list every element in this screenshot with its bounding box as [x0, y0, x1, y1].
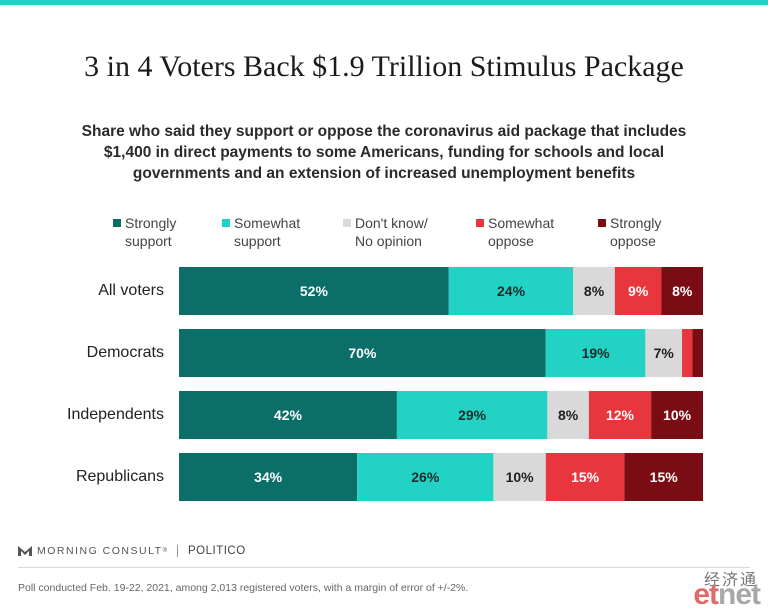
bar-segment: [179, 391, 397, 439]
bar-segment: [682, 329, 693, 377]
legend-swatch: [222, 219, 230, 227]
data-label: 12%: [606, 407, 635, 423]
registered-mark: ®: [162, 548, 167, 554]
legend-item: Somewhat oppose: [476, 214, 554, 250]
bar-segment: [651, 391, 703, 439]
legend-item: Somewhat support: [222, 214, 300, 250]
politico-brand: POLITICO: [187, 545, 246, 557]
chart-subtitle: Share who said they support or oppose th…: [81, 123, 687, 182]
legend-swatch: [343, 219, 351, 227]
bar-segment: [357, 453, 494, 501]
data-label: 7%: [654, 345, 675, 361]
bar-segment: [396, 391, 548, 439]
footer-logos: MORNING CONSULT ® POLITICO: [18, 545, 246, 557]
legend-label: Somewhat oppose: [488, 215, 555, 249]
top-accent-bar: [0, 0, 768, 5]
data-label: 42%: [274, 407, 303, 423]
row-label: Democrats: [86, 344, 164, 361]
legend-swatch: [598, 219, 606, 227]
watermark-chinese: 经济通: [703, 572, 758, 589]
bar-segment: [588, 391, 652, 439]
bar-segment: [545, 329, 646, 377]
data-label: 15%: [650, 469, 679, 485]
bar-segment: [179, 453, 358, 501]
legend-swatch: [113, 219, 121, 227]
data-label: 8%: [584, 283, 605, 299]
footer-rule: [18, 567, 750, 568]
bar-segment: [573, 267, 615, 315]
bar-segment: [547, 391, 589, 439]
row-label: Independents: [67, 406, 164, 423]
chart-legend: Strongly support Somewhat support Don't kn…: [0, 214, 768, 254]
bar-segment: [614, 267, 662, 315]
data-label: 8%: [672, 283, 693, 299]
data-label: 10%: [506, 469, 535, 485]
row-label: All voters: [98, 282, 164, 299]
legend-label: Strongly support: [125, 215, 177, 249]
bar-segment: [448, 267, 574, 315]
data-label: 29%: [458, 407, 487, 423]
data-label: 70%: [348, 345, 377, 361]
bar-segment: [493, 453, 546, 501]
bar-segment: [624, 453, 703, 501]
bar-segment: [545, 453, 625, 501]
bar-segment: [692, 329, 703, 377]
watermark-net: net: [718, 578, 761, 611]
data-label: 26%: [411, 469, 440, 485]
legend-swatch: [476, 219, 484, 227]
data-label: 24%: [497, 283, 526, 299]
bar-segment: [661, 267, 703, 315]
legend-item: Strongly support: [113, 214, 176, 250]
bar-segment: [179, 329, 546, 377]
row-label: Republicans: [75, 468, 164, 485]
morning-consult-brand: MORNING CONSULT: [37, 545, 163, 557]
bar-segment: [179, 267, 449, 315]
data-label: 19%: [582, 345, 611, 361]
watermark-logo: etnet: [693, 578, 761, 612]
bar-segment: [645, 329, 683, 377]
data-label: 9%: [628, 283, 649, 299]
footer-divider: [176, 545, 178, 557]
legend-label: Somewhat support: [234, 215, 301, 249]
data-label: 15%: [571, 469, 600, 485]
data-label: 10%: [663, 407, 692, 423]
data-label: 34%: [254, 469, 283, 485]
legend-item: Strongly oppose: [598, 214, 661, 250]
legend-item: Don't know/ No opinion: [343, 214, 428, 250]
data-label: 52%: [300, 283, 329, 299]
legend-label: Strongly oppose: [610, 215, 662, 249]
footnote: Poll conducted Feb. 19-22, 2021, among 2…: [18, 582, 469, 594]
watermark-et: et: [693, 578, 719, 611]
legend-label: Don't know/ No opinion: [355, 215, 428, 249]
morning-consult-logo-icon: [18, 546, 32, 556]
chart-title: 3 in 4 Voters Back $1.9 Trillion Stimulu…: [84, 50, 684, 83]
data-label: 8%: [558, 407, 579, 423]
